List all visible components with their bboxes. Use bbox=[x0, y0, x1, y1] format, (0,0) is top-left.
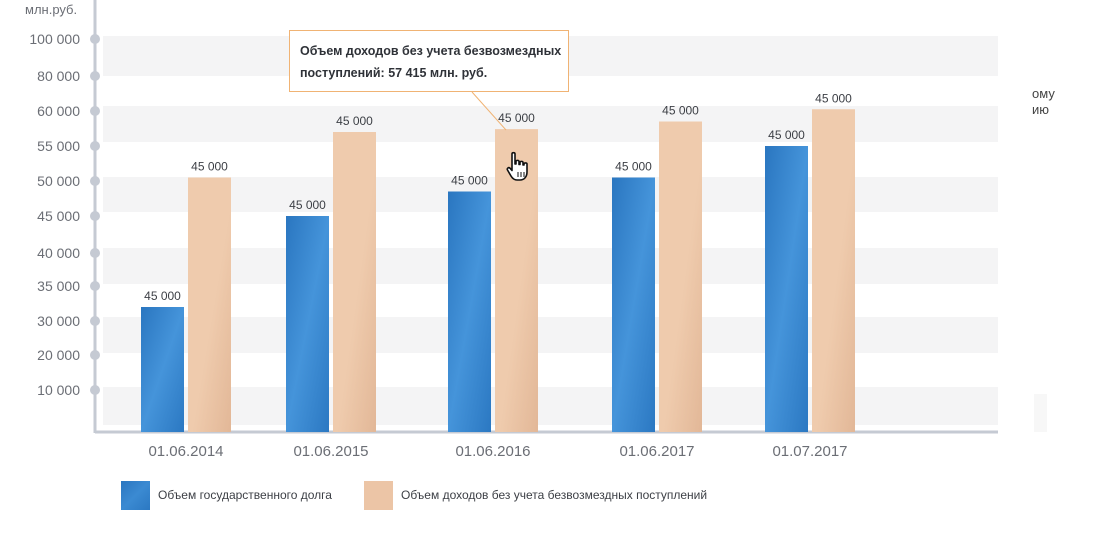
bar-value-label: 45 000 bbox=[498, 111, 535, 125]
bar-income[interactable] bbox=[188, 177, 231, 433]
y-axis-tick-dot bbox=[90, 211, 100, 221]
x-axis-category-label: 01.06.2015 bbox=[293, 443, 368, 460]
bar-debt[interactable] bbox=[765, 146, 808, 432]
x-axis-category-label: 01.06.2014 bbox=[148, 443, 223, 460]
grid-band bbox=[103, 387, 998, 425]
bar-debt[interactable] bbox=[612, 177, 655, 433]
y-axis-tick-dot bbox=[90, 106, 100, 116]
hand-pointer-icon bbox=[505, 151, 531, 188]
bar-debt[interactable] bbox=[141, 307, 184, 432]
bar-value-label: 45 000 bbox=[144, 289, 181, 303]
y-axis-tick-label: 40 000 bbox=[37, 245, 80, 261]
bar-value-label: 45 000 bbox=[289, 198, 326, 212]
x-axis-category-label: 01.06.2017 bbox=[619, 443, 694, 460]
bar-income[interactable] bbox=[659, 121, 702, 433]
tooltip: Объем доходов без учета безвозмездных по… bbox=[289, 30, 569, 92]
y-axis-tick-label: 30 000 bbox=[37, 313, 80, 329]
legend-label-income: Объем доходов без учета безвозмездных по… bbox=[401, 488, 708, 502]
tooltip-line-1: Объем доходов без учета безвозмездных bbox=[300, 44, 562, 58]
bar-value-label: 45 000 bbox=[815, 91, 852, 105]
y-axis-tick-dot bbox=[90, 281, 100, 291]
clipped-side-panel bbox=[1034, 394, 1047, 432]
bar-value-label: 45 000 bbox=[191, 160, 228, 174]
clipped-side-text: ому ию bbox=[1032, 86, 1062, 118]
y-axis-tick-label: 45 000 bbox=[37, 208, 80, 224]
clipped-side-text-line-2: ию bbox=[1032, 102, 1050, 117]
y-axis-tick-dot bbox=[90, 385, 100, 395]
grid-band bbox=[103, 177, 998, 212]
bar-value-label: 45 000 bbox=[615, 160, 652, 174]
y-axis-tick-dot bbox=[90, 176, 100, 186]
bar-value-label: 45 000 bbox=[768, 128, 805, 142]
bar-debt[interactable] bbox=[286, 216, 329, 432]
grid-band bbox=[103, 317, 998, 353]
legend-swatch-income bbox=[364, 480, 393, 510]
grid-band bbox=[103, 106, 998, 142]
legend-item-debt[interactable]: Объем государственного долга bbox=[121, 480, 332, 510]
y-axis-tick-label: 10 000 bbox=[37, 382, 80, 398]
y-axis-tick-label: 20 000 bbox=[37, 347, 80, 363]
y-axis-tick-dot bbox=[90, 141, 100, 151]
bar-value-label: 45 000 bbox=[451, 174, 488, 188]
y-axis-tick-label: 35 000 bbox=[37, 278, 80, 294]
tooltip-line-2: поступлений: 57 415 млн. руб. bbox=[300, 66, 488, 80]
bar-income[interactable] bbox=[333, 132, 376, 432]
bar-value-label: 45 000 bbox=[662, 104, 699, 118]
y-axis-tick-dot bbox=[90, 248, 100, 258]
legend-label-debt: Объем государственного долга bbox=[158, 488, 332, 502]
x-axis-category-label: 01.06.2016 bbox=[455, 443, 530, 460]
y-axis-tick-dot bbox=[90, 316, 100, 326]
legend-item-income[interactable]: Объем доходов без учета безвозмездных по… bbox=[364, 480, 707, 510]
bar-value-label: 45 000 bbox=[336, 114, 373, 128]
bar-debt[interactable] bbox=[448, 191, 491, 433]
y-axis-tick-dot bbox=[90, 71, 100, 81]
x-axis-category-label: 01.07.2017 bbox=[772, 443, 847, 460]
y-axis-tick-label: 55 000 bbox=[37, 138, 80, 154]
y-axis-tick-label: 60 000 bbox=[37, 103, 80, 119]
tooltip-pointer-line bbox=[471, 91, 507, 131]
y-axis-unit-label: млн.руб. bbox=[25, 2, 78, 17]
clipped-side-text-line-1: ому bbox=[1032, 86, 1055, 101]
y-axis-tick-dot bbox=[90, 350, 100, 360]
grid-band bbox=[103, 248, 998, 284]
bar-income[interactable] bbox=[812, 109, 855, 432]
y-axis-tick-label: 50 000 bbox=[37, 173, 80, 189]
y-axis-tick-dot bbox=[90, 34, 100, 44]
legend-swatch-debt bbox=[121, 480, 150, 510]
y-axis-tick-label: 80 000 bbox=[37, 68, 80, 84]
y-axis-tick-label: 100 000 bbox=[29, 31, 80, 47]
